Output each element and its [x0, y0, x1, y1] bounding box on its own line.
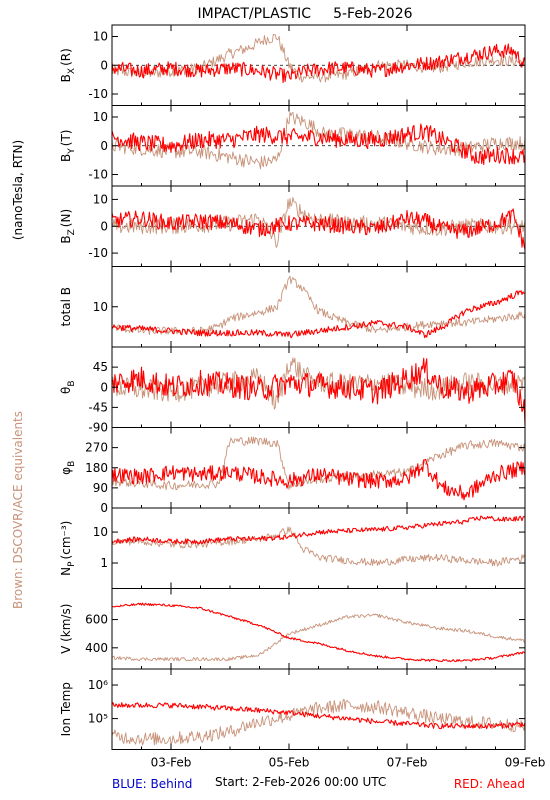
x-axis-ticks: 03-Feb 05-Feb 07-Feb 09-Feb	[151, 756, 546, 770]
panels-group: 100-10BX(R)100-10BY(T)100-10BZ(N)10total…	[59, 24, 526, 750]
y-tick-label: 10	[93, 30, 108, 44]
y-tick-label: 10	[93, 110, 108, 124]
y-tick-label: -10	[88, 168, 108, 182]
y-tick-label: 10⁶	[88, 678, 108, 692]
y-label-np: NP(cm⁻³)	[59, 521, 77, 576]
y-tick-label: -10	[88, 87, 108, 101]
series-theta-red	[112, 357, 525, 426]
y-tick-label: 10	[93, 192, 108, 206]
x-tick-label: 07-Feb	[387, 756, 428, 770]
y-label-theta: θB	[59, 380, 77, 394]
series-np-brown	[112, 526, 525, 567]
y-label-btot: total B	[59, 287, 73, 327]
y-tick-label: 600	[85, 613, 108, 627]
y-tick-label: 0	[100, 219, 108, 233]
footer-red-label: RED: Ahead	[454, 777, 525, 791]
y-tick-label: -90	[88, 421, 108, 435]
panel-frame	[111, 266, 526, 348]
series-temp-red	[112, 702, 525, 730]
y-tick-label: 10	[93, 525, 108, 539]
series-btot-brown	[112, 275, 525, 336]
panel-phi: 270 180 90 0 φB	[59, 427, 526, 515]
y-tick-label: 0	[100, 139, 108, 153]
series-v-brown	[112, 613, 525, 662]
title-date: 5-Feb-2026	[333, 6, 413, 22]
y-label-bx: BX(R)	[59, 48, 77, 82]
units-label: (nanoTesla, RTN)	[11, 140, 25, 240]
series-np-red	[112, 515, 525, 545]
panel-by: 10 0 -10 BY(T)	[59, 105, 526, 187]
y-label-bz: BZ(N)	[59, 209, 77, 244]
y-label-v: V (km/s)	[59, 604, 73, 654]
y-tick-label: 0	[100, 501, 108, 515]
series-theta-brown	[112, 357, 525, 410]
panel-np: 10 1 NP(cm⁻³)	[59, 507, 526, 589]
series-temp-brown	[112, 699, 525, 746]
title-instrument: IMPACT/PLASTIC	[197, 6, 311, 22]
plot-title: IMPACT/PLASTIC 5-Feb-2026	[197, 6, 412, 22]
series-bx-red	[112, 43, 525, 84]
footer-blue-label: BLUE: Behind	[112, 777, 192, 791]
y-tick-label: 10	[93, 300, 108, 314]
series-by-red	[112, 123, 525, 165]
x-tick-label: 09-Feb	[505, 756, 546, 770]
panel-bz: 10 0 -10 BZ(N)	[59, 185, 526, 267]
y-tick-label: 90	[93, 481, 108, 495]
footer-start-label: Start: 2-Feb-2026 00:00 UTC	[215, 775, 386, 789]
y-tick-label: 400	[85, 641, 108, 655]
panel-bx: 10 0 -10 BX(R)	[59, 24, 526, 106]
series-phi-brown	[112, 436, 525, 491]
x-tick-label: 03-Feb	[151, 756, 192, 770]
y-tick-label: 270	[85, 441, 108, 455]
y-label-phi: φB	[59, 461, 77, 475]
y-tick-label: 0	[100, 58, 108, 72]
panel-theta: 45 0 -45 -90 θB	[59, 346, 526, 435]
y-tick-label: 45	[93, 360, 108, 374]
series-bz-brown	[112, 197, 525, 248]
series-v-red	[112, 602, 525, 663]
y-tick-label: -45	[88, 400, 108, 414]
series-bz-red	[112, 208, 525, 250]
y-label-by: BY(T)	[59, 130, 77, 162]
y-tick-label: -10	[88, 246, 108, 260]
y-label-temp: Ion Temp	[59, 682, 73, 736]
panel-btot: 10 total B	[59, 266, 526, 348]
panel-frame	[111, 588, 526, 670]
y-tick-label: 0	[100, 380, 108, 394]
y-tick-label: 180	[85, 461, 108, 475]
series-btot-red	[112, 290, 525, 339]
panel-v: 600 400 V (km/s)	[59, 588, 526, 670]
panel-temp: 10⁶ 10⁵ Ion Temp	[59, 668, 526, 750]
series-phi-red	[112, 458, 525, 501]
brown-note-label: Brown: DSCOVR/ACE equivalents	[11, 411, 25, 609]
y-tick-label: 10⁵	[88, 712, 108, 726]
x-tick-label: 05-Feb	[269, 756, 310, 770]
y-tick-label: 1	[100, 556, 108, 570]
